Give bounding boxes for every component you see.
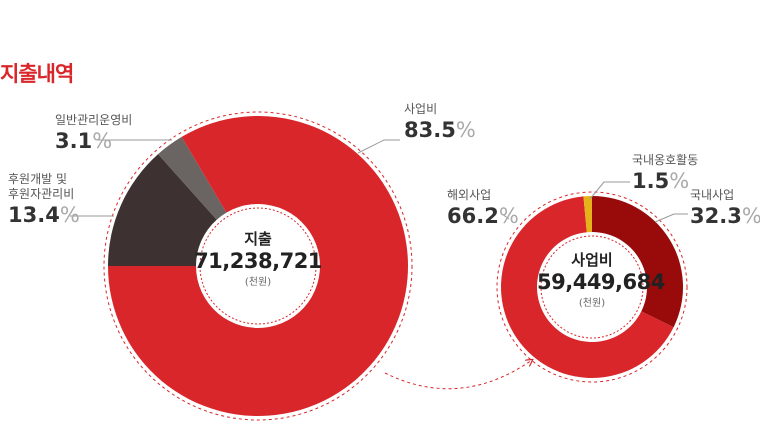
segment-name: 사업비 — [404, 102, 438, 116]
leader-line — [589, 181, 630, 200]
segment-label: 사업비 83.5% — [404, 102, 476, 143]
segment-name: 국내옹호활동 — [632, 153, 699, 167]
donut-segment — [501, 196, 674, 379]
leader-line — [357, 139, 400, 154]
segment-value-row: 66.2% — [447, 203, 519, 229]
donut-segment — [108, 154, 217, 266]
center-title: 지출 — [244, 230, 272, 248]
segment-name: 국내사업 — [690, 188, 735, 202]
donut-segment — [583, 196, 592, 233]
donut-segment — [592, 196, 683, 328]
leader-line — [654, 213, 688, 223]
segment-name: 후원개발 및 후원자관리비 — [8, 172, 75, 201]
segment-value: 3.1 — [55, 129, 93, 153]
segment-value: 32.3 — [690, 204, 742, 228]
segment-unit: % — [669, 169, 690, 193]
segment-label: 일반관리운영비 3.1% — [55, 113, 132, 154]
segment-value: 13.4 — [8, 203, 60, 227]
segment-value: 66.2 — [447, 204, 499, 228]
segment-unit: % — [741, 204, 760, 228]
segment-unit: % — [498, 204, 519, 228]
inner-ring — [199, 207, 317, 325]
segment-value: 1.5 — [632, 169, 670, 193]
segment-name: 일반관리운영비 — [55, 113, 133, 127]
center-title: 사업비 — [571, 251, 613, 269]
segment-label: 후원개발 및 후원자관리비 13.4% — [8, 172, 80, 228]
segment-value-row: 3.1% — [55, 128, 132, 154]
segment-label: 해외사업 66.2% — [447, 188, 519, 229]
center-value: 59,449,684 — [537, 270, 665, 294]
outer-ring — [496, 191, 688, 383]
segment-value-row: 13.4% — [8, 202, 80, 228]
center-unit: (천원) — [244, 277, 272, 288]
segment-value-row: 32.3% — [690, 203, 760, 229]
inner-ring — [540, 235, 644, 339]
center-label: 사업비 59,449,684 (천원) — [537, 249, 665, 309]
segment-value: 83.5 — [404, 118, 456, 142]
donut-segment — [158, 136, 227, 220]
center-unit: (천원) — [578, 298, 606, 309]
segment-name: 해외사업 — [447, 188, 492, 202]
segment-unit: % — [59, 203, 80, 227]
segment-unit: % — [92, 129, 113, 153]
segment-value-row: 83.5% — [404, 117, 476, 143]
outer-ring — [103, 111, 413, 421]
segment-value-row: 1.5% — [632, 168, 698, 194]
center-value: 71,238,721 — [194, 249, 322, 273]
donut-segment — [108, 116, 409, 417]
segment-label: 국내옹호활동 1.5% — [632, 153, 698, 194]
flow-arrow — [384, 360, 532, 390]
segment-unit: % — [455, 118, 476, 142]
center-label: 지출 71,238,721 (천원) — [194, 228, 322, 288]
leader-line — [501, 213, 510, 220]
page-title: 지출내역 — [0, 62, 74, 86]
segment-label: 국내사업 32.3% — [690, 188, 760, 229]
